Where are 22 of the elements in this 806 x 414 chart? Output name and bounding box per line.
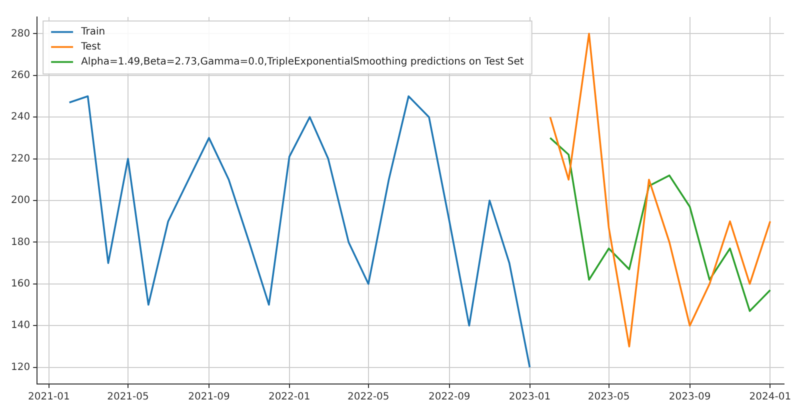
legend-label: Test — [80, 42, 101, 53]
x-tick-label: 2023-01 — [508, 392, 551, 403]
x-tick-label: 2021-09 — [188, 392, 230, 403]
y-tick-label: 260 — [10, 70, 30, 81]
x-tick-label: 2021-05 — [107, 392, 149, 403]
x-tick-label: 2023-09 — [668, 392, 711, 403]
y-tick-label: 160 — [10, 278, 30, 290]
y-tick-label: 280 — [10, 28, 30, 40]
x-tick-label: 2023-05 — [588, 392, 630, 403]
legend-label: Alpha=1.49,Beta=2.73,Gamma=0.0,TripleExponentialSmoothing predictions on Test Set — [81, 56, 524, 68]
y-tick-label: 120 — [10, 362, 30, 373]
x-tick-label: 2022-01 — [268, 392, 310, 403]
y-tick-label: 240 — [10, 112, 30, 123]
x-tick-label: 2022-05 — [347, 392, 390, 403]
x-tick-label: 2024-01 — [749, 392, 792, 403]
x-tick-label: 2022-09 — [428, 392, 470, 403]
y-tick-label: 200 — [10, 195, 30, 206]
y-tick-label: 220 — [10, 153, 30, 164]
y-tick-label: 180 — [10, 236, 30, 248]
y-tick-label: 140 — [10, 320, 30, 332]
x-tick-label: 2021-01 — [28, 392, 70, 403]
legend-label: Train — [80, 26, 106, 38]
